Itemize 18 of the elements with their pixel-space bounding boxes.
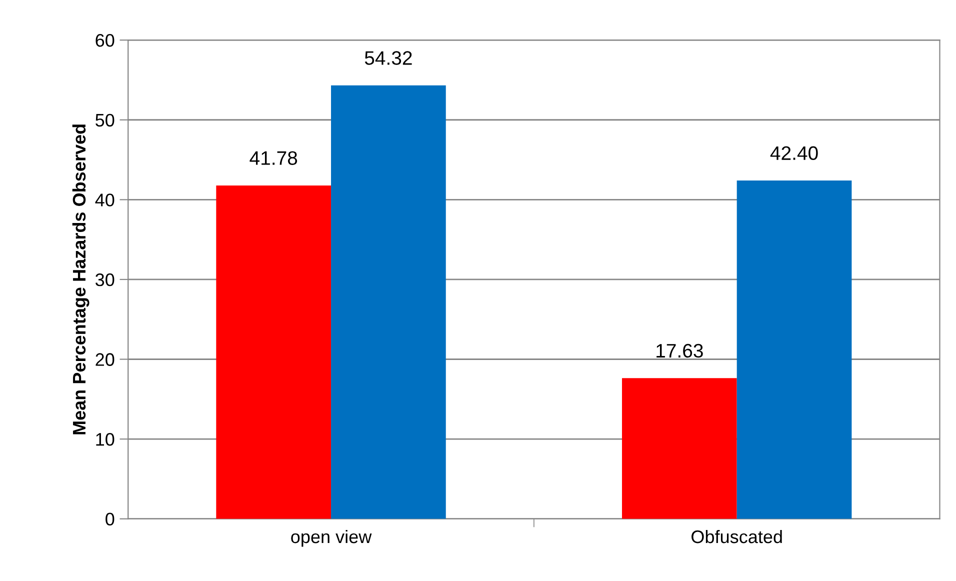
y-tick-label: 40 (95, 194, 114, 206)
data-label: 41.78 (250, 151, 298, 165)
bar (216, 185, 332, 519)
bar (331, 85, 446, 519)
x-tick-label: open view (291, 530, 372, 547)
data-label: 54.32 (364, 51, 412, 65)
y-tick-label: 60 (96, 34, 114, 47)
x-tick-label: Obfuscated (692, 530, 782, 544)
data-label: 17.63 (656, 344, 703, 358)
y-tick-label: 50 (96, 114, 114, 127)
y-tick-label: 30 (96, 273, 114, 286)
y-axis-title: Mean Percentage Hazards Observed (72, 124, 90, 434)
bar (622, 378, 737, 519)
y-tick-label: 10 (96, 432, 114, 446)
y-tick-label: 20 (96, 353, 114, 366)
y-tick-label: 0 (106, 512, 114, 526)
bar (736, 180, 852, 519)
data-label: 42.40 (770, 146, 818, 160)
